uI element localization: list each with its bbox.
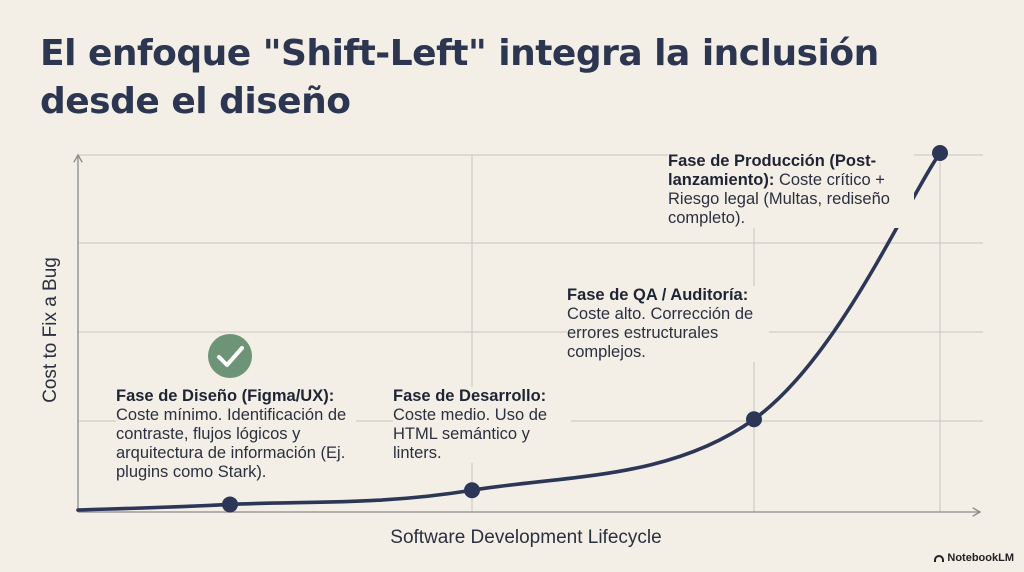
watermark-text: NotebookLM xyxy=(947,552,1014,564)
x-axis-label: Software Development Lifecycle xyxy=(390,527,661,548)
data-point-3 xyxy=(746,411,762,428)
annotation-development-title: Fase de Desarrollo: xyxy=(393,387,547,405)
annotation-development-phase: Fase de Desarrollo: Coste medio. Uso de … xyxy=(393,387,571,463)
annotation-development-text: Coste medio. Uso de HTML semántico y lin… xyxy=(393,406,548,462)
slide-title: El enfoque "Shift-Left" integra la inclu… xyxy=(40,33,879,122)
check-circle-icon xyxy=(208,334,252,378)
annotation-design-phase: Fase de Diseño (Figma/UX): Coste mínimo.… xyxy=(116,387,356,482)
data-point-1 xyxy=(222,496,238,513)
data-point-2 xyxy=(464,482,480,499)
data-point-4 xyxy=(932,145,948,161)
annotation-production-title: Fase de Producción (Post-lanzamiento): xyxy=(668,152,877,189)
annotation-qa-title: Fase de QA / Auditoría: xyxy=(567,286,749,304)
annotation-design-text: Coste mínimo. Identificación de contrast… xyxy=(116,406,347,481)
annotation-production-text: Coste crítico + Riesgo legal (Multas, re… xyxy=(668,171,890,227)
annotation-design-title: Fase de Diseño (Figma/UX): xyxy=(116,387,335,405)
annotation-qa-phase: Fase de QA / Auditoría: Coste alto. Corr… xyxy=(567,286,769,362)
cost-curve-line xyxy=(76,151,942,512)
notebooklm-logo-icon xyxy=(934,554,945,562)
annotation-qa-text: Coste alto. Corrección de errores estruc… xyxy=(567,305,754,361)
y-axis-label: Cost to Fix a Bug xyxy=(40,257,61,403)
notebooklm-watermark: NotebookLM xyxy=(934,552,1014,564)
annotation-production-phase: Fase de Producción (Post-lanzamiento): C… xyxy=(668,152,914,228)
